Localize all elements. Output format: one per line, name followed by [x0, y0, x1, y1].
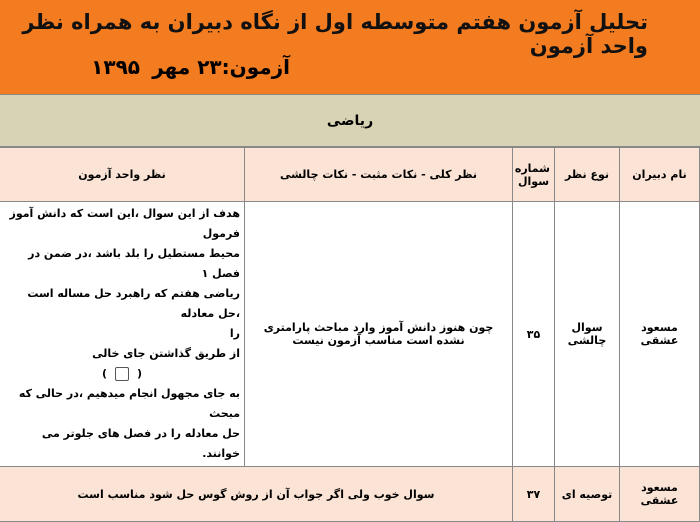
teacher-name: مسعود عشقی	[619, 201, 700, 467]
header: تحلیل آزمون هفتم متوسطه اول از نگاه دبیر…	[0, 0, 700, 95]
exam-date: آزمون:۲۳ مهر	[152, 55, 290, 79]
comment-type: سوال چالشی	[554, 201, 620, 467]
text-line: را	[229, 327, 240, 340]
merged-comment: سوال خوب ولی اگر جواب آن از روش گوس حل ش…	[0, 466, 513, 522]
paren: )	[101, 367, 107, 380]
row: مسعود عشقی سوال چالشی ۳۵ چون هنوز دانش آ…	[0, 201, 700, 467]
text-line: به جای مجهول انجام میدهیم ،در حالی که مب…	[18, 387, 240, 420]
header-row: نام دبیران نوع نظر شماره سوال نظر کلی - …	[0, 147, 700, 202]
comment-type: توصیه ای	[554, 466, 620, 522]
question-number: ۳۵	[512, 201, 555, 467]
text-line: از طریق گذاشتن جای خالی	[92, 347, 240, 360]
exam-year: ۱۳۹۵	[91, 55, 140, 79]
title: تحلیل آزمون هفتم متوسطه اول از نگاه دبیر…	[22, 10, 648, 58]
unit-comment: هدف از این سوال ،این است که دانش آموز فر…	[0, 201, 245, 467]
text-line: حل معادله را در فصل های جلوتر می خوانند.	[41, 427, 240, 460]
column-header: نام دبیران	[619, 147, 700, 202]
row: مسعود عشقی توصیه ای ۳۷ سوال خوب ولی اگر …	[0, 466, 700, 522]
subject: ریاضی	[0, 95, 700, 147]
column-header: نظر واحد آزمون	[0, 147, 245, 202]
text-line: محیط مستطیل را بلد باشد ،در ضمن در فصل ۱	[28, 247, 240, 280]
question-number: ۳۷	[512, 466, 555, 522]
table: نام دبیران نوع نظر شماره سوال نظر کلی - …	[0, 147, 700, 522]
text-line: ()	[4, 364, 240, 384]
paren: (	[137, 367, 143, 380]
text-line: هدف از این سوال ،این است که دانش آموز فر…	[9, 207, 240, 240]
column-header: نوع نظر	[554, 147, 620, 202]
column-header: نظر کلی - نکات مثبت - نکات چالشی	[244, 147, 513, 202]
blank-box-icon	[115, 367, 129, 381]
general-comment: چون هنوز دانش آموز وارد مباحث پارامتری ن…	[244, 201, 513, 467]
text-line: ریاضی هفتم که راهبرد حل مساله است ،حل مع…	[27, 287, 240, 320]
teacher-name: مسعود عشقی	[619, 466, 700, 522]
column-header: شماره سوال	[512, 147, 555, 202]
